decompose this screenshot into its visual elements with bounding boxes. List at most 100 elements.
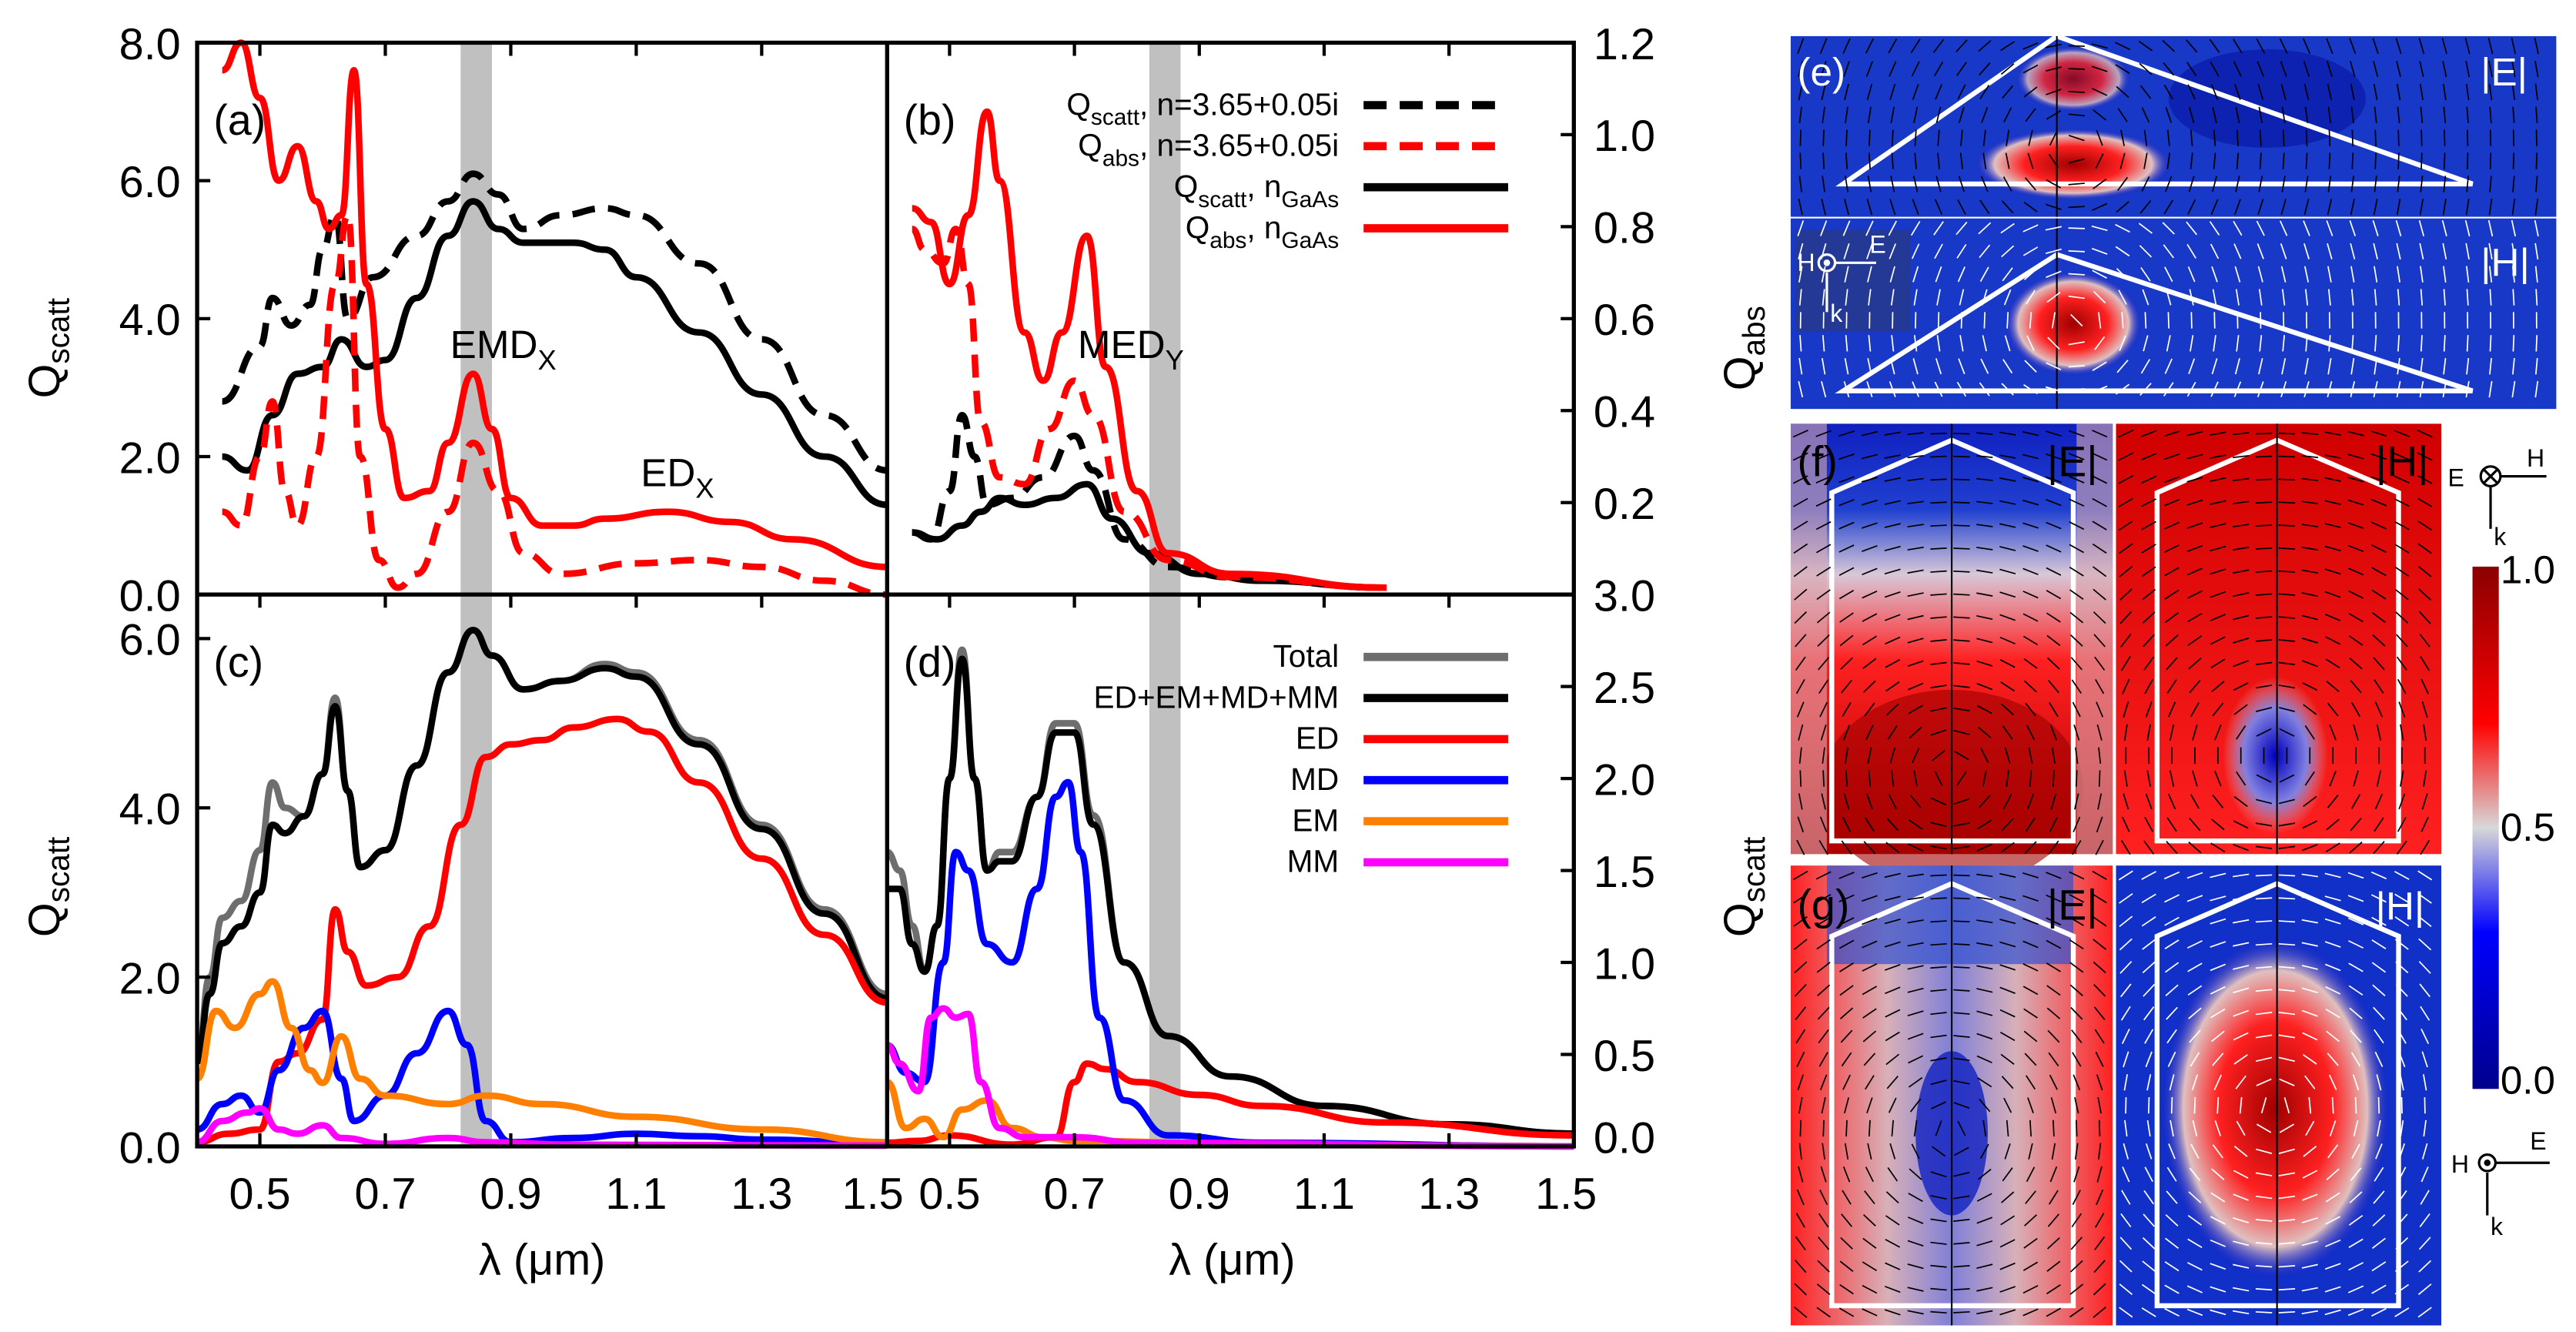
field-arrow <box>2163 476 2180 484</box>
field-arrow <box>2372 984 2386 996</box>
field-arrow <box>2324 591 2341 598</box>
field-arrow <box>2417 475 2433 484</box>
field-arrow <box>1930 432 1947 435</box>
field-arrow <box>1958 176 1965 192</box>
field-arrow <box>2351 129 2354 146</box>
field-arrow <box>1979 1143 1989 1160</box>
field-arrow <box>1815 430 1832 437</box>
field-arrow <box>2119 588 2133 601</box>
field-arrow <box>2213 129 2216 146</box>
field-arrow <box>1840 657 1853 670</box>
field-arrow <box>1930 1310 1947 1314</box>
field-arrow <box>2189 289 2194 306</box>
field-arrow <box>2351 152 2354 169</box>
field-arrow <box>2348 1262 2364 1271</box>
field-arrow <box>2278 1219 2296 1222</box>
field-arrow <box>1934 243 1943 259</box>
field-arrow <box>2092 915 2107 927</box>
field-arrow <box>1953 501 1970 504</box>
field-arrow <box>2022 613 2039 622</box>
field-arrow <box>2095 1213 2105 1228</box>
field-arrow <box>2280 199 2287 216</box>
field-arrow <box>1885 1262 1901 1270</box>
field-arrow <box>2396 840 2407 855</box>
field-arrow <box>1999 431 2016 436</box>
x-tick-label: 0.7 <box>1044 1170 1106 1219</box>
field-arrow <box>1794 983 1807 997</box>
field-map-e-H <box>1790 218 2557 410</box>
field-arrow <box>1979 382 1990 397</box>
field-arrow <box>2395 220 2402 236</box>
field-arrow <box>2534 60 2539 78</box>
field-arrow <box>1953 1079 1970 1085</box>
series-line-ed-em-md-mm <box>193 627 888 1066</box>
field-arrow <box>2278 570 2296 573</box>
field-arrow <box>2024 1053 2037 1066</box>
field-arrow <box>2371 1284 2387 1294</box>
field-arrow <box>2166 289 2172 306</box>
field-arrow <box>2394 498 2410 507</box>
field-arrow <box>2420 1190 2430 1205</box>
field-arrow <box>2091 385 2108 393</box>
field-arrow <box>2210 963 2226 972</box>
field-arrow <box>2351 1143 2360 1160</box>
field-arrow <box>2489 176 2492 192</box>
field-arrow <box>2046 499 2062 507</box>
field-arrow <box>2210 545 2226 552</box>
field-arrow <box>2000 63 2015 75</box>
field-arrow <box>2324 963 2341 972</box>
field-arrow <box>2325 658 2340 669</box>
field-arrow <box>2417 452 2433 461</box>
svg-text:E: E <box>2530 1127 2546 1155</box>
field-arrow <box>1909 726 1922 739</box>
field-arrow <box>2025 817 2036 832</box>
y-tick-label-left: 6.0 <box>119 158 181 207</box>
field-arrow <box>2022 567 2039 576</box>
field-arrow <box>2258 106 2263 123</box>
field-arrow <box>2144 312 2147 329</box>
field-arrow <box>2325 636 2341 645</box>
field-arrow <box>2210 941 2226 948</box>
field-arrow <box>2278 942 2296 946</box>
field-arrow <box>2049 1190 2059 1205</box>
field-arrow <box>2371 939 2387 949</box>
field-arrow <box>1885 703 1899 716</box>
field-arrow <box>1821 266 1826 283</box>
field-arrow <box>1815 520 1832 530</box>
field-arrow <box>1845 335 1848 352</box>
field-arrow <box>1976 1310 1993 1315</box>
field-arrow <box>1935 106 1942 123</box>
field-arrow <box>2420 129 2423 146</box>
field-arrow <box>2349 220 2357 236</box>
field-arrow <box>2118 475 2134 484</box>
field-arrow <box>2395 1237 2409 1250</box>
field-arrow <box>2417 1307 2432 1318</box>
field-arrow <box>2186 522 2203 529</box>
field-arrow <box>1953 432 1970 435</box>
field-arrow <box>2116 268 2129 281</box>
field-arrow <box>1884 1309 1901 1316</box>
field-arrow <box>2397 152 2400 169</box>
series-line-q-scatt-n-3-65-0-05i <box>221 170 888 474</box>
colorbar-min: 0.0 <box>2501 1059 2555 1103</box>
field-arrow <box>1935 84 1942 100</box>
field-arrow <box>2512 289 2515 306</box>
field-arrow <box>2233 1193 2249 1201</box>
field-arrow <box>1999 1009 2016 1018</box>
field-arrow <box>2234 266 2241 283</box>
field-arrow <box>1913 289 1918 306</box>
field-arrow <box>2372 1214 2386 1227</box>
field-arrow <box>2045 430 2062 437</box>
field-arrow <box>1958 358 1965 374</box>
field-arrow <box>1863 841 1876 855</box>
field-arrow <box>2301 1009 2318 1017</box>
field-arrow <box>1842 816 1852 832</box>
field-arrow <box>2278 524 2296 527</box>
field-arrow <box>2303 61 2310 77</box>
field-arrow <box>2093 939 2107 950</box>
field-arrow <box>2511 38 2517 55</box>
field-arrow <box>2139 245 2153 258</box>
field-arrow <box>2304 176 2309 192</box>
field-arrow <box>2165 611 2180 624</box>
field-arrow <box>2423 1119 2427 1137</box>
